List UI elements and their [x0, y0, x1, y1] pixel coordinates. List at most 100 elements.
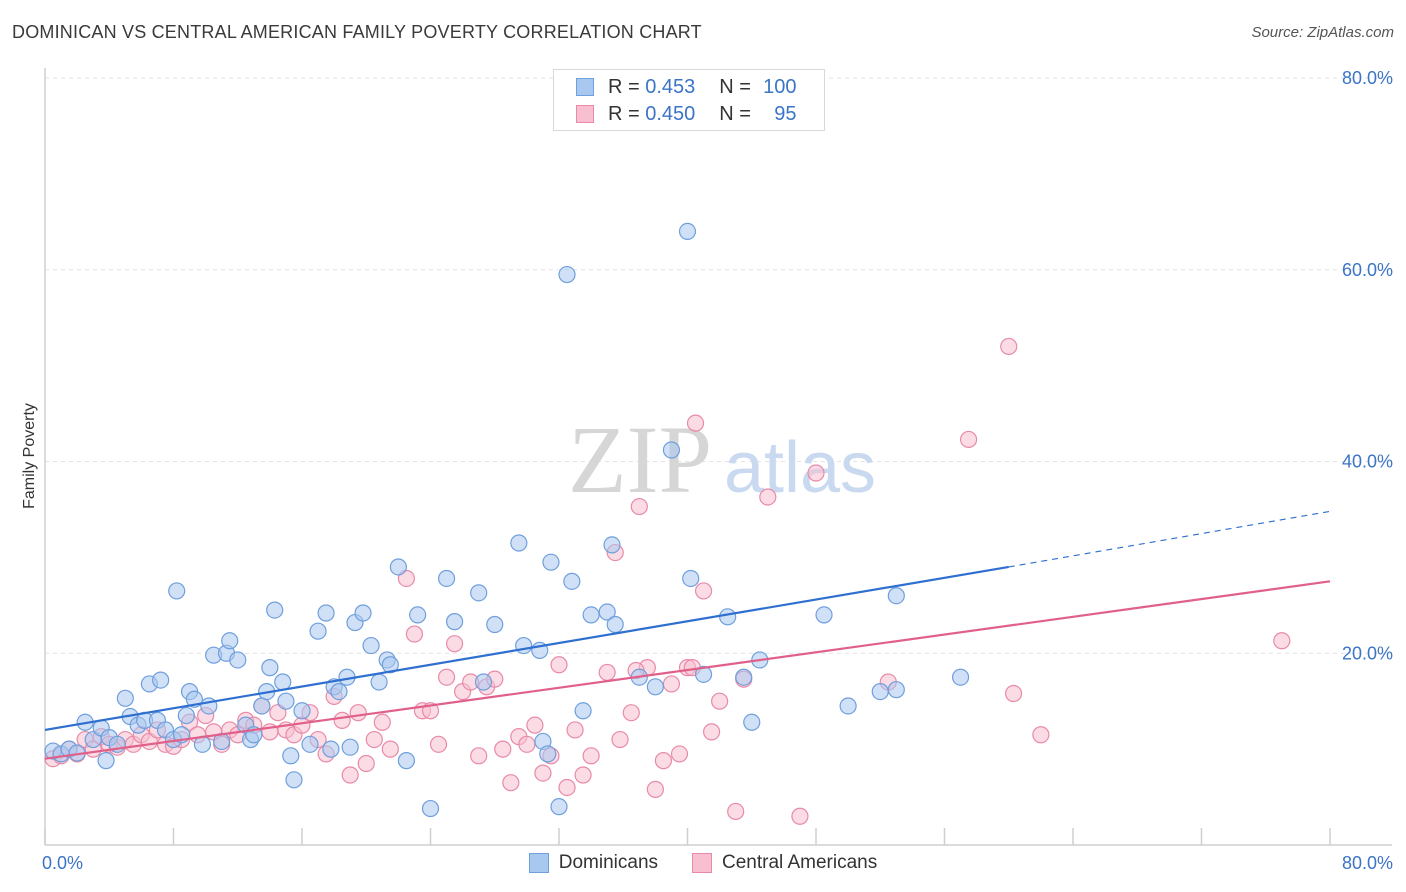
dominicans-point-72: [550, 798, 568, 816]
y-tick-label-3: 80.0%: [1342, 68, 1393, 88]
central-americans-point-69: [611, 730, 629, 749]
central-americans-point-91: [1032, 726, 1050, 744]
legend-swatch-central-americans: [692, 853, 713, 873]
central-americans-point-76: [670, 745, 689, 763]
central-americans-point-49: [445, 635, 464, 653]
central-americans-point-74: [654, 752, 673, 770]
dominicans-point-41: [285, 771, 303, 789]
legend-r-label: R =: [608, 102, 640, 125]
central-americans-point-85: [791, 807, 809, 825]
central-americans-point-75: [662, 675, 681, 693]
central-americans-point-82: [727, 802, 745, 821]
legend-swatch-dominicans: [576, 78, 594, 96]
central-americans-point-58: [518, 735, 536, 753]
dominicans-point-65: [486, 615, 504, 634]
y-tick-label-2: 60.0%: [1342, 260, 1393, 280]
source-label: Source: ZipAtlas.com: [1251, 24, 1394, 41]
dominicans-point-57: [389, 558, 407, 576]
dominicans-point-91: [839, 697, 857, 715]
dominicans-point-80: [646, 678, 664, 696]
central-americans-point-67: [598, 663, 616, 682]
dominicans-point-48: [330, 682, 348, 701]
dominicans-point-71: [542, 553, 560, 571]
central-americans-point-62: [550, 656, 568, 674]
dominicans-point-77: [603, 536, 621, 554]
central-americans-point-40: [365, 730, 383, 749]
dominicans-point-83: [682, 569, 700, 588]
central-americans-point-89: [1000, 337, 1018, 356]
dominicans-point-39: [277, 692, 295, 710]
legend-r-value: 0.450: [645, 102, 696, 125]
central-americans-point-36: [333, 711, 351, 729]
dominicans-point-66: [510, 534, 528, 552]
dominicans-point-93: [887, 587, 905, 605]
dominicans-point-34: [253, 697, 271, 715]
central-americans-point-84: [759, 488, 777, 506]
trend-lines: [44, 510, 1331, 760]
central-americans-point-92: [1273, 632, 1291, 650]
central-americans-point-42: [381, 740, 399, 758]
dominicans-point-56: [381, 656, 399, 674]
dominicans-point-43: [301, 735, 319, 753]
central-americans-point-64: [566, 721, 584, 739]
watermark-atlas: atlas: [724, 428, 876, 508]
dominicans-point-86: [719, 608, 737, 626]
dominicans-point-67: [515, 636, 533, 655]
chart-title: DOMINICAN VS CENTRAL AMERICAN FAMILY POV…: [12, 22, 702, 42]
dominicans-point-19: [168, 582, 186, 600]
central-americans-point-65: [574, 766, 592, 784]
central-americans-point-38: [349, 704, 367, 722]
y-axis-label: Family Poverty: [21, 403, 38, 509]
legend-n-value: 100: [763, 75, 797, 98]
dominicans-point-63: [470, 584, 488, 602]
central-americans-trend-line: [44, 580, 1331, 760]
dominicans-point-54: [370, 673, 388, 691]
central-americans-point-56: [502, 774, 520, 792]
dominicans-point-75: [582, 606, 600, 624]
central-americans-point-88: [959, 430, 978, 449]
dominicans-point-62: [445, 613, 464, 631]
central-americans-point-37: [341, 766, 359, 784]
dominicans-point-78: [606, 615, 624, 634]
legend-item-dominicans[interactable]: Dominicans: [528, 852, 659, 874]
legend-n-value: 95: [774, 102, 797, 125]
legend-item-central-americans[interactable]: Central Americans: [692, 852, 877, 874]
x-tick-label-max: 80.0%: [1342, 853, 1393, 873]
dominicans-point-10: [116, 689, 134, 707]
dominicans-trend-extension: [1008, 510, 1331, 568]
central-americans-point-78: [686, 414, 705, 432]
dominicans-point-59: [409, 606, 427, 624]
dominicans-point-45: [317, 604, 335, 622]
dominicans-point-40: [282, 747, 300, 765]
dominicans-point-46: [322, 740, 340, 758]
central-americans-point-55: [494, 740, 512, 758]
legend-label-dominicans: Dominicans: [558, 852, 659, 873]
dominicans-point-70: [539, 745, 557, 763]
dominicans-point-50: [341, 738, 359, 756]
dominicans-point-85: [558, 265, 576, 284]
dominicans-point-60: [421, 799, 440, 818]
central-americans-point-52: [470, 747, 488, 765]
dominicans-point-53: [362, 636, 380, 655]
legend-row-central-americans: R = 0.450 N = 95: [576, 102, 797, 126]
dominicans-point-29: [221, 632, 239, 650]
central-americans-point-90: [1004, 684, 1023, 703]
tick-labels: 20.0% 40.0% 60.0% 80.0% 0.0% 80.0%: [42, 68, 1393, 873]
dominicans-point-64: [474, 673, 493, 691]
central-americans-point-81: [711, 692, 729, 710]
dominicans-point-36: [261, 659, 279, 677]
dominicans-point-21: [177, 706, 195, 725]
legend-r-value: 0.453: [645, 75, 696, 98]
central-americans-point-60: [534, 764, 552, 782]
watermark: ZIP atlas: [568, 406, 876, 513]
dominicans-points: [44, 222, 970, 818]
y-tick-label-1: 40.0%: [1342, 452, 1393, 472]
dominicans-point-42: [293, 702, 311, 720]
legend-n-label: N =: [719, 75, 751, 98]
central-americans-point-59: [526, 716, 544, 734]
central-americans-point-80: [702, 723, 721, 741]
dominicans-point-52: [354, 604, 372, 622]
dominicans-point-38: [274, 673, 292, 691]
dominicans-point-44: [309, 622, 327, 640]
